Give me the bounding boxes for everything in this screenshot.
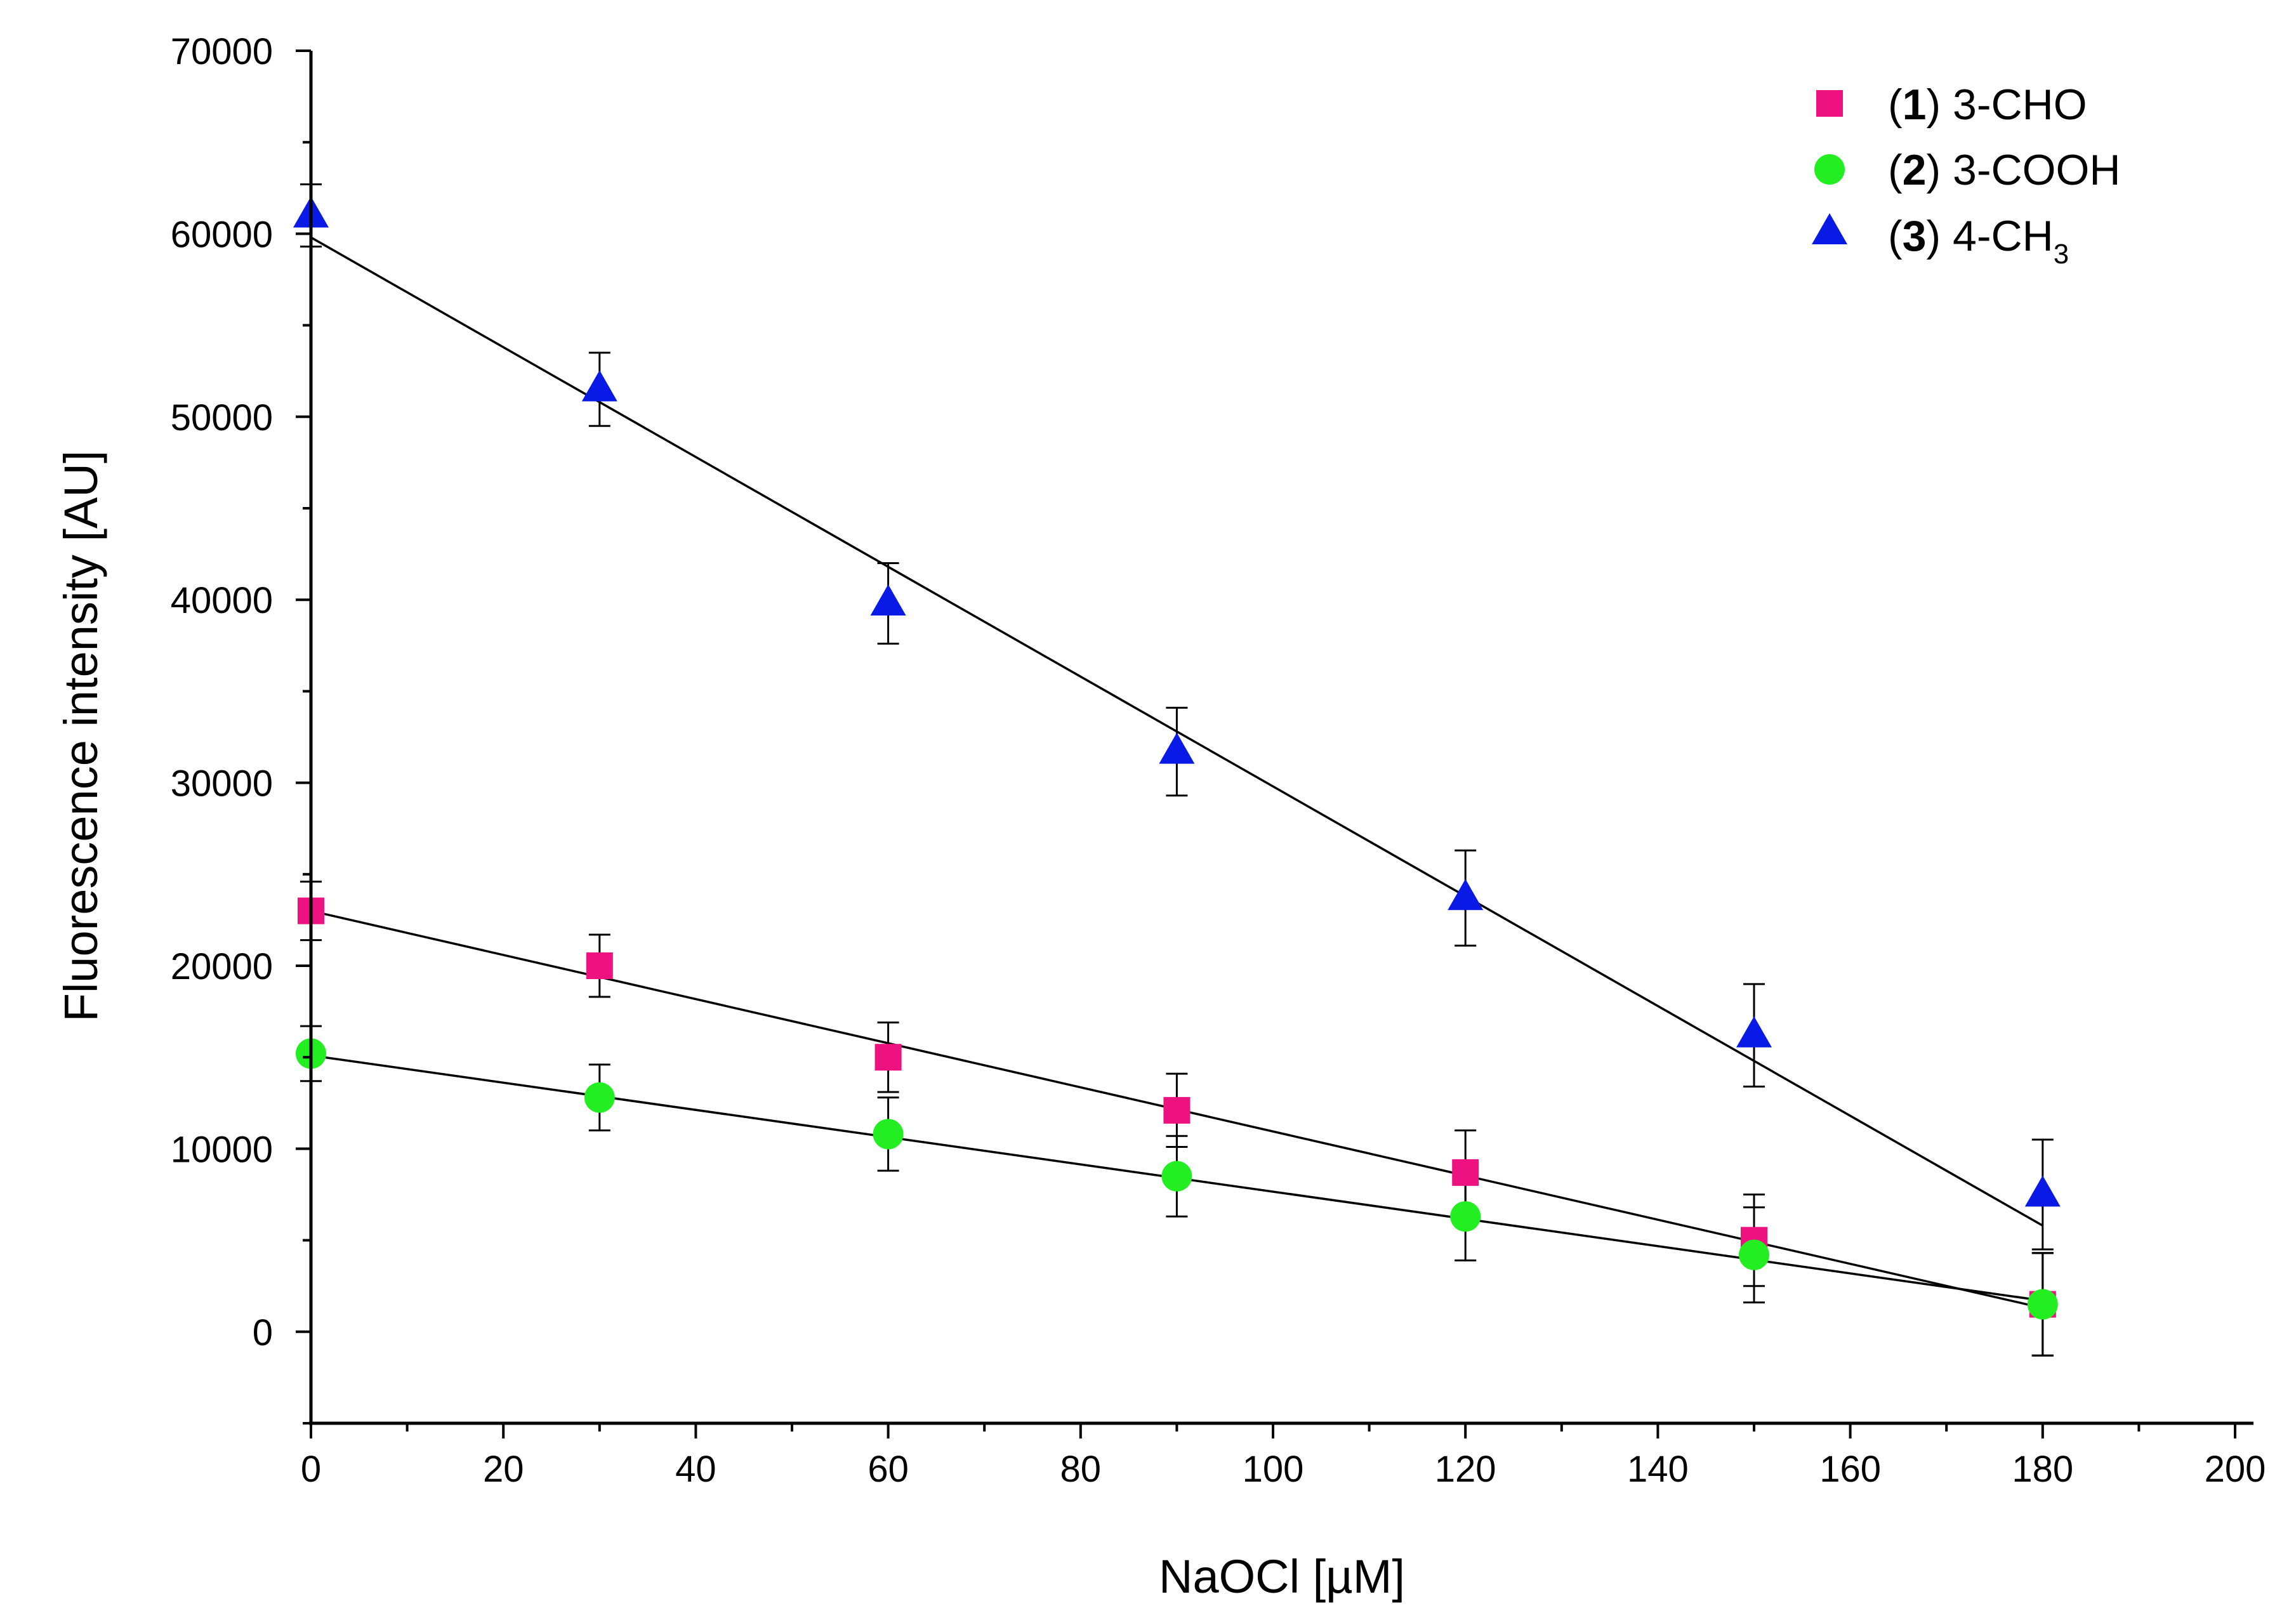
data-markers bbox=[293, 196, 2061, 1320]
x-tick-label: 20 bbox=[483, 1449, 524, 1490]
x-tick-label: 200 bbox=[2205, 1449, 2266, 1490]
legend-marker-circle bbox=[1814, 154, 1845, 185]
x-tick-label: 0 bbox=[301, 1449, 321, 1490]
y-axis-title: Fluorescence intensity [AU] bbox=[55, 451, 107, 1022]
data-point-triangle bbox=[2024, 1175, 2061, 1207]
x-tick-label: 80 bbox=[1060, 1449, 1102, 1490]
y-tick-label: 70000 bbox=[171, 31, 273, 72]
legend: (1) 3-CHO (2) 3-COOH (3) 4-CH3 bbox=[1812, 81, 2120, 270]
data-point-square bbox=[1163, 1096, 1191, 1124]
x-tick-label: 160 bbox=[1819, 1449, 1881, 1490]
data-point-circle bbox=[1450, 1201, 1481, 1232]
data-point-triangle bbox=[1159, 732, 1195, 764]
data-point-triangle bbox=[1736, 1016, 1772, 1048]
data-point-square bbox=[586, 952, 613, 979]
data-point-triangle bbox=[870, 584, 906, 615]
data-point-square bbox=[1452, 1159, 1479, 1186]
x-tick-label: 140 bbox=[1627, 1449, 1689, 1490]
legend-entry-3-cho: (1) 3-CHO bbox=[1816, 81, 2087, 129]
legend-label-3-cooh: (2) 3-COOH bbox=[1888, 146, 2120, 194]
ticks: 0 20 40 60 80 100 120 140 160 180 200 0 10000 20000 30… bbox=[171, 31, 2266, 1490]
data-point-circle bbox=[1161, 1161, 1192, 1192]
axes bbox=[309, 51, 2253, 1425]
legend-marker-square bbox=[1816, 90, 1843, 117]
y-tick-label: 40000 bbox=[171, 580, 273, 621]
legend-label-4-ch3: (3) 4-CH3 bbox=[1888, 212, 2069, 270]
legend-marker-triangle bbox=[1812, 213, 1847, 244]
data-point-circle bbox=[584, 1082, 615, 1113]
x-tick-label: 60 bbox=[868, 1449, 909, 1490]
y-tick-label: 60000 bbox=[171, 214, 273, 255]
y-tick-label: 0 bbox=[253, 1312, 273, 1353]
data-point-square bbox=[874, 1044, 902, 1071]
legend-label-3-cho: (1) 3-CHO bbox=[1888, 81, 2087, 129]
x-tick-label: 120 bbox=[1435, 1449, 1496, 1490]
data-point-circle bbox=[1739, 1239, 1769, 1270]
data-point-triangle bbox=[581, 370, 617, 402]
x-tick-label: 180 bbox=[2012, 1449, 2073, 1490]
data-point-circle bbox=[2027, 1289, 2058, 1320]
y-tick-label: 50000 bbox=[171, 397, 273, 438]
y-tick-label: 20000 bbox=[171, 946, 273, 987]
legend-entry-4-ch3: (3) 4-CH3 bbox=[1812, 212, 2069, 270]
data-point-triangle bbox=[1448, 879, 1484, 911]
y-tick-label: 10000 bbox=[171, 1129, 273, 1170]
data-point-circle bbox=[873, 1119, 904, 1150]
x-tick-label: 40 bbox=[675, 1449, 716, 1490]
x-tick-label: 100 bbox=[1243, 1449, 1304, 1490]
x-axis-title: NaOCl [µM] bbox=[1159, 1550, 1405, 1603]
y-tick-label: 30000 bbox=[171, 763, 273, 805]
legend-entry-3-cooh: (2) 3-COOH bbox=[1814, 146, 2120, 194]
